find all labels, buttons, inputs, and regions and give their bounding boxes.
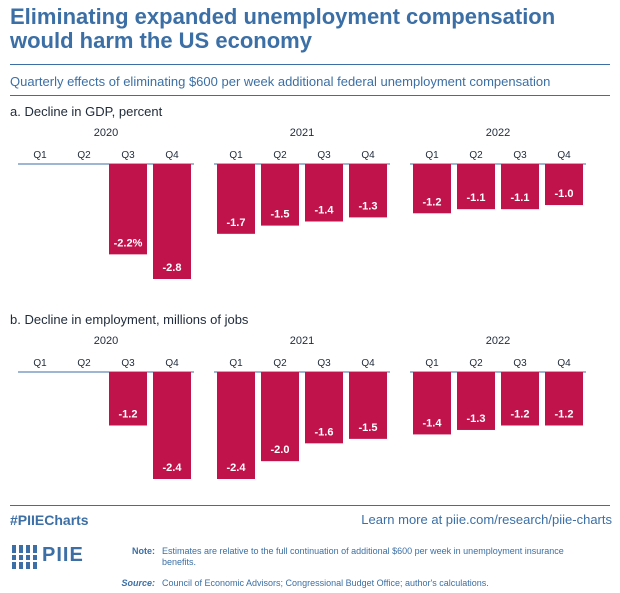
bar (501, 164, 539, 210)
quarter-tick-label: Q1 (33, 358, 47, 369)
bar-value-label: -1.2 (119, 409, 138, 421)
year-label: 2020 (94, 127, 118, 139)
piie-logo-text: PIIE (42, 544, 84, 566)
quarter-tick-label: Q4 (557, 358, 571, 369)
bar (109, 164, 147, 255)
bar (545, 164, 583, 206)
bar-value-label: -1.7 (227, 217, 246, 229)
quarter-tick-label: Q3 (317, 358, 331, 369)
bar-value-label: -1.4 (315, 205, 335, 217)
bar (261, 372, 299, 462)
bar (349, 164, 387, 218)
quarter-tick-label: Q3 (121, 150, 135, 161)
quarter-tick-label: Q3 (121, 358, 135, 369)
bar-value-label: -1.2 (555, 409, 574, 421)
bar (217, 164, 255, 234)
quarter-tick-label: Q1 (229, 150, 243, 161)
quarter-tick-label: Q3 (513, 358, 527, 369)
bar (545, 372, 583, 426)
hashtag-label: #PIIECharts (10, 512, 89, 528)
bar-value-label: -1.2 (511, 409, 530, 421)
quarter-tick-label: Q2 (273, 358, 287, 369)
bar-value-label: -2.4 (163, 462, 183, 474)
title-divider (10, 64, 610, 65)
footer-divider (10, 505, 610, 506)
bar-value-label: -1.3 (359, 200, 378, 212)
year-label: 2022 (486, 335, 510, 347)
bar (413, 164, 451, 214)
note-text: Estimates are relative to the full conti… (162, 546, 564, 567)
bar (349, 372, 387, 439)
bar (457, 164, 495, 210)
quarter-tick-label: Q4 (165, 150, 179, 161)
bar-value-label: -2.2% (114, 237, 143, 249)
quarter-tick-label: Q4 (557, 150, 571, 161)
source-text: Council of Economic Advisors; Congressio… (162, 578, 489, 588)
year-label: 2020 (94, 335, 118, 347)
quarter-tick-label: Q1 (33, 150, 47, 161)
bar (457, 372, 495, 430)
subtitle-divider (10, 95, 610, 96)
bar (305, 164, 343, 222)
quarter-tick-label: Q2 (469, 358, 483, 369)
quarter-tick-label: Q4 (361, 150, 375, 161)
bar-value-label: -2.4 (227, 462, 247, 474)
bar-value-label: -1.5 (271, 209, 290, 221)
quarter-tick-label: Q4 (361, 358, 375, 369)
bar-value-label: -1.4 (423, 417, 443, 429)
quarter-tick-label: Q1 (425, 358, 439, 369)
quarter-tick-label: Q2 (469, 150, 483, 161)
quarter-tick-label: Q1 (425, 150, 439, 161)
bar-value-label: -1.0 (555, 188, 574, 200)
bar (153, 372, 191, 479)
bar (153, 164, 191, 279)
employment-bar-chart: 2020 2021 2022 Q1 Q2 Q3 -1.2 Q4 -2.4 Q1 -2.4 Q2 -2.0… (18, 335, 586, 479)
bar (261, 164, 299, 226)
bar-value-label: -1.2 (423, 196, 442, 208)
bar-value-label: -1.3 (467, 413, 486, 425)
bar-value-label: -1.1 (467, 192, 486, 204)
bar (305, 372, 343, 444)
learn-more-link[interactable]: Learn more at piie.com/research/piie-cha… (361, 512, 612, 527)
quarter-tick-label: Q3 (317, 150, 331, 161)
chart-title: Eliminating expanded unemployment compen… (10, 4, 556, 53)
bar (501, 372, 539, 426)
panel-b-title: b. Decline in employment, millions of jo… (10, 312, 249, 327)
quarter-tick-label: Q2 (77, 358, 91, 369)
quarter-tick-label: Q2 (77, 150, 91, 161)
quarter-tick-label: Q3 (513, 150, 527, 161)
gdp-bar-chart: 2020 2021 2022 Q1 Q2 Q3 -2.2% Q4 -2.8 Q1 -1.7 Q2 -1.… (18, 127, 586, 279)
bar (217, 372, 255, 479)
bar-value-label: -1.1 (511, 192, 530, 204)
year-label: 2021 (290, 335, 314, 347)
bar-value-label: -1.6 (315, 426, 334, 438)
year-label: 2022 (486, 127, 510, 139)
quarter-tick-label: Q2 (273, 150, 287, 161)
bar (109, 372, 147, 426)
quarter-tick-label: Q1 (229, 358, 243, 369)
bar-value-label: -2.0 (271, 444, 290, 456)
quarter-tick-label: Q4 (165, 358, 179, 369)
panel-a-title: a. Decline in GDP, percent (10, 104, 163, 119)
source-label: Source: (121, 578, 155, 588)
chart-subtitle: Quarterly effects of eliminating $600 pe… (10, 74, 551, 89)
piie-logo-icon (10, 545, 40, 569)
bar-value-label: -2.8 (163, 262, 182, 274)
year-label: 2021 (290, 127, 314, 139)
note-label: Note: (132, 546, 155, 556)
bar (413, 372, 451, 435)
bar-value-label: -1.5 (359, 422, 378, 434)
